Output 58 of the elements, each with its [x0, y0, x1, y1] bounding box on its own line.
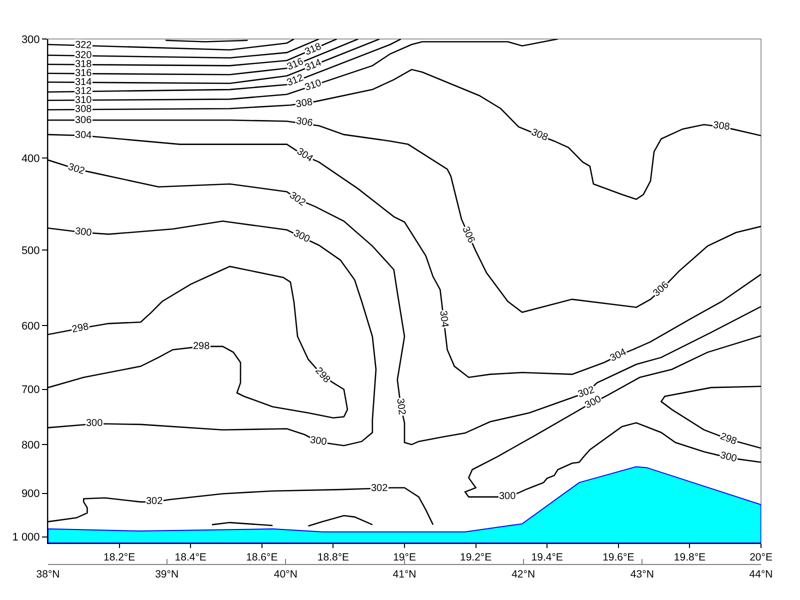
y-tick-label: 700	[21, 384, 40, 396]
annotation: 304	[608, 346, 629, 364]
annotation: 300	[719, 450, 738, 465]
x2-tick-label: 39°N	[155, 568, 179, 581]
annotation: 322	[74, 40, 92, 52]
x2-tick-label: 44°N	[749, 568, 773, 581]
x2-tick-label: 42°N	[512, 568, 536, 581]
annotation: 306	[651, 279, 672, 300]
annotation: 316	[74, 68, 92, 80]
annotation: 300	[74, 226, 93, 239]
x-tick-label: 19.2°E	[460, 552, 492, 564]
x-tick-label: 19°E	[393, 552, 416, 564]
x-tick-label: 18.8°E	[317, 552, 350, 564]
annotation: 302	[287, 190, 308, 209]
x2-tick-label: 38°N	[36, 568, 60, 581]
x-tick-label: 18.4°E	[174, 552, 206, 564]
x2-tick-label: 43°N	[630, 568, 654, 581]
annotation: 302	[66, 162, 86, 178]
x-tick-label: 20°E	[750, 552, 772, 564]
x-tick-label: 18.2°E	[103, 552, 136, 564]
annotation: 308	[74, 104, 92, 116]
x-tick-label: 19.8°E	[674, 552, 706, 564]
y-tick-label: 400	[21, 152, 40, 165]
annotation: 306	[75, 115, 92, 126]
annotation: 306	[295, 116, 314, 130]
annotation: 300	[309, 434, 328, 448]
annotation: 306	[460, 225, 477, 246]
x2-tick-label: 41°N	[392, 568, 416, 581]
annotation: 312	[285, 72, 306, 89]
annotation: 298	[312, 365, 332, 386]
annotation: 312	[74, 86, 92, 98]
annotation: 308	[295, 96, 314, 110]
x-tick-label: 19.4°E	[531, 552, 563, 564]
annotation: 320	[74, 50, 92, 62]
y-tick-label: 500	[21, 245, 40, 258]
annotation: 314	[304, 57, 324, 74]
annotation: 298	[718, 431, 738, 448]
x2-tick-label: 40°N	[274, 568, 298, 581]
annotation: 318	[303, 41, 324, 58]
x-tick-label: 19.6°E	[602, 552, 634, 564]
annotation: 318	[74, 58, 92, 70]
annotation: 300	[292, 228, 312, 246]
annotation: 304	[294, 146, 315, 165]
y-tick-label: 600	[21, 320, 40, 332]
y-tick-label: 900	[21, 488, 40, 500]
annotation: 310	[74, 94, 92, 106]
annotation: 308	[712, 120, 731, 133]
y-tick-label: 300	[21, 34, 40, 46]
annotation: 308	[530, 127, 550, 144]
annotation: 316	[286, 56, 306, 73]
annotation: 304	[437, 310, 450, 328]
annotation: 310	[304, 78, 324, 94]
annotation: 302	[394, 398, 408, 416]
annotation: 314	[74, 76, 92, 88]
y-tick-label: 1 000	[12, 532, 40, 544]
x-tick-label: 18.6°E	[246, 552, 278, 564]
annotation: 298	[71, 321, 90, 336]
y-tick-label: 800	[21, 439, 40, 452]
